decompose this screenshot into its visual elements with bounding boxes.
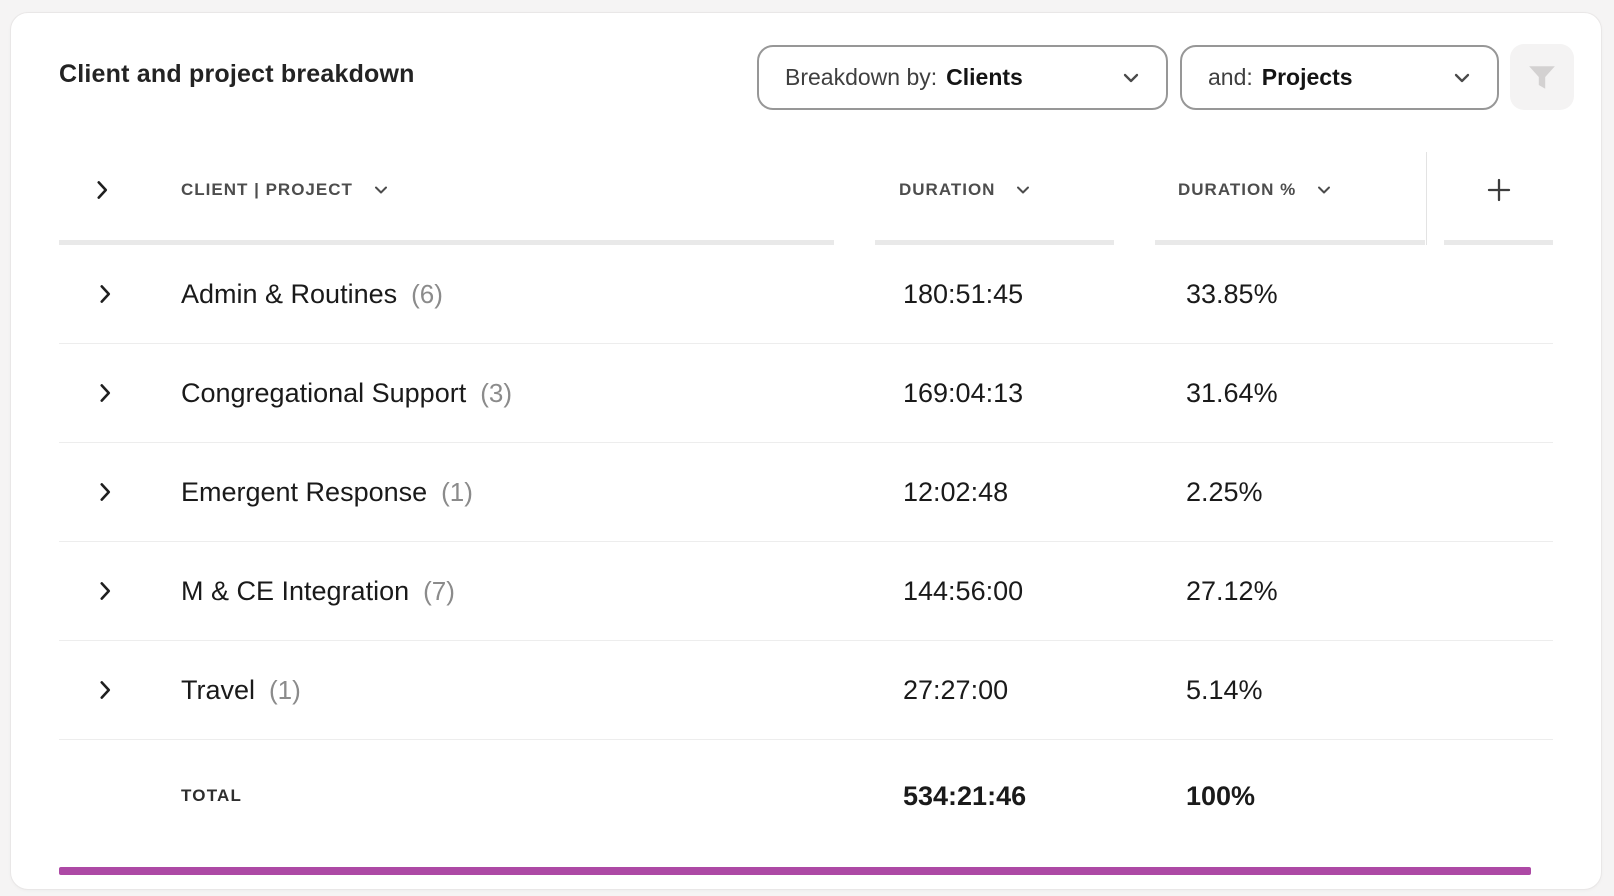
client-name: Emergent Response: [181, 476, 428, 507]
chevron-right-icon: [92, 281, 118, 307]
table-row[interactable]: Emergent Response (1) 12:02:48 2.25%: [59, 443, 1553, 542]
column-divider: [1426, 152, 1427, 245]
column-label: CLIENT | PROJECT: [181, 180, 353, 199]
chevron-right-icon: [92, 380, 118, 406]
duration-value: 180:51:45: [903, 278, 1024, 309]
client-name: Travel: [181, 674, 256, 705]
chevron-down-icon: [1118, 65, 1144, 91]
total-label: TOTAL: [181, 786, 243, 805]
breakdown-by-value: Clients: [946, 64, 1023, 90]
column-label: DURATION: [899, 180, 996, 199]
expand-row-button[interactable]: [92, 677, 118, 703]
duration-pct-value: 5.14%: [1186, 674, 1263, 705]
total-duration-value: 534:21:46: [903, 780, 1027, 811]
table-row[interactable]: Congregational Support (3) 169:04:13 31.6…: [59, 344, 1553, 443]
breakdown-by-label: Breakdown by:: [785, 64, 938, 90]
chevron-down-icon: [1449, 65, 1475, 91]
chevron-right-icon: [89, 177, 115, 203]
expand-row-button[interactable]: [92, 281, 118, 307]
duration-pct-value: 33.85%: [1186, 278, 1278, 309]
project-count: (1): [269, 674, 301, 705]
project-count: (6): [411, 278, 443, 309]
duration-value: 169:04:13: [903, 377, 1024, 408]
page-title: Client and project breakdown: [59, 60, 415, 88]
duration-pct-value: 27.12%: [1186, 575, 1278, 606]
expand-all-button[interactable]: [89, 140, 115, 240]
header-underline-duration-pct: [1155, 240, 1425, 245]
expand-row-button[interactable]: [92, 578, 118, 604]
project-count: (7): [423, 575, 455, 606]
breakdown-by-dropdown[interactable]: Breakdown by: Clients: [757, 45, 1168, 110]
client-name: Admin & Routines: [181, 278, 398, 309]
chevron-right-icon: [92, 479, 118, 505]
add-column-button[interactable]: [1444, 140, 1553, 240]
project-count: (1): [441, 476, 473, 507]
table-row[interactable]: Travel (1) 27:27:00 5.14%: [59, 641, 1553, 740]
breakdown-card: Client and project breakdown Breakdown b…: [10, 12, 1602, 890]
total-duration-pct-value: 100%: [1186, 780, 1256, 811]
column-label: DURATION %: [1178, 180, 1297, 199]
expand-row-button[interactable]: [92, 380, 118, 406]
plus-icon: [1484, 175, 1514, 205]
filter-button[interactable]: [1510, 44, 1574, 110]
duration-pct-value: 2.25%: [1186, 476, 1263, 507]
column-header-duration[interactable]: DURATION: [899, 140, 1034, 240]
project-count: (3): [480, 377, 512, 408]
chevron-right-icon: [92, 677, 118, 703]
chevron-down-icon: [370, 179, 392, 201]
funnel-icon: [1527, 63, 1557, 92]
table-body: Admin & Routines (6) 180:51:45 33.85% Con…: [59, 245, 1553, 852]
column-header-client-project[interactable]: CLIENT | PROJECT: [181, 140, 392, 240]
expand-row-button[interactable]: [92, 479, 118, 505]
chevron-right-icon: [92, 578, 118, 604]
client-name: Congregational Support: [181, 377, 467, 408]
subgroup-dropdown[interactable]: and: Projects: [1180, 45, 1499, 110]
subgroup-value: Projects: [1261, 64, 1353, 90]
chevron-down-icon: [1012, 179, 1034, 201]
column-header-duration-pct[interactable]: DURATION %: [1178, 140, 1335, 240]
duration-value: 27:27:00: [903, 674, 1009, 705]
header-underline-client: [59, 240, 834, 245]
header-underline-add-column: [1444, 240, 1553, 245]
header-underline-duration: [875, 240, 1114, 245]
table-row[interactable]: Admin & Routines (6) 180:51:45 33.85%: [59, 245, 1553, 344]
duration-pct-value: 31.64%: [1186, 377, 1278, 408]
table-header: CLIENT | PROJECT DURATION DURATION %: [11, 140, 1601, 245]
subgroup-label: and:: [1208, 64, 1253, 90]
table-row[interactable]: M & CE Integration (7) 144:56:00 27.12%: [59, 542, 1553, 641]
client-name: M & CE Integration: [181, 575, 410, 606]
accent-bar: [59, 867, 1531, 875]
duration-value: 144:56:00: [903, 575, 1024, 606]
chevron-down-icon: [1313, 179, 1335, 201]
total-row: TOTAL 534:21:46 100%: [59, 740, 1553, 852]
duration-value: 12:02:48: [903, 476, 1009, 507]
